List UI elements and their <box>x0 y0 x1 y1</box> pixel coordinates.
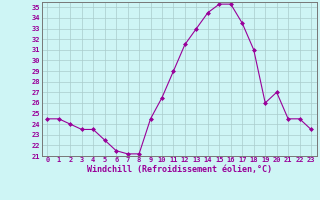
X-axis label: Windchill (Refroidissement éolien,°C): Windchill (Refroidissement éolien,°C) <box>87 165 272 174</box>
